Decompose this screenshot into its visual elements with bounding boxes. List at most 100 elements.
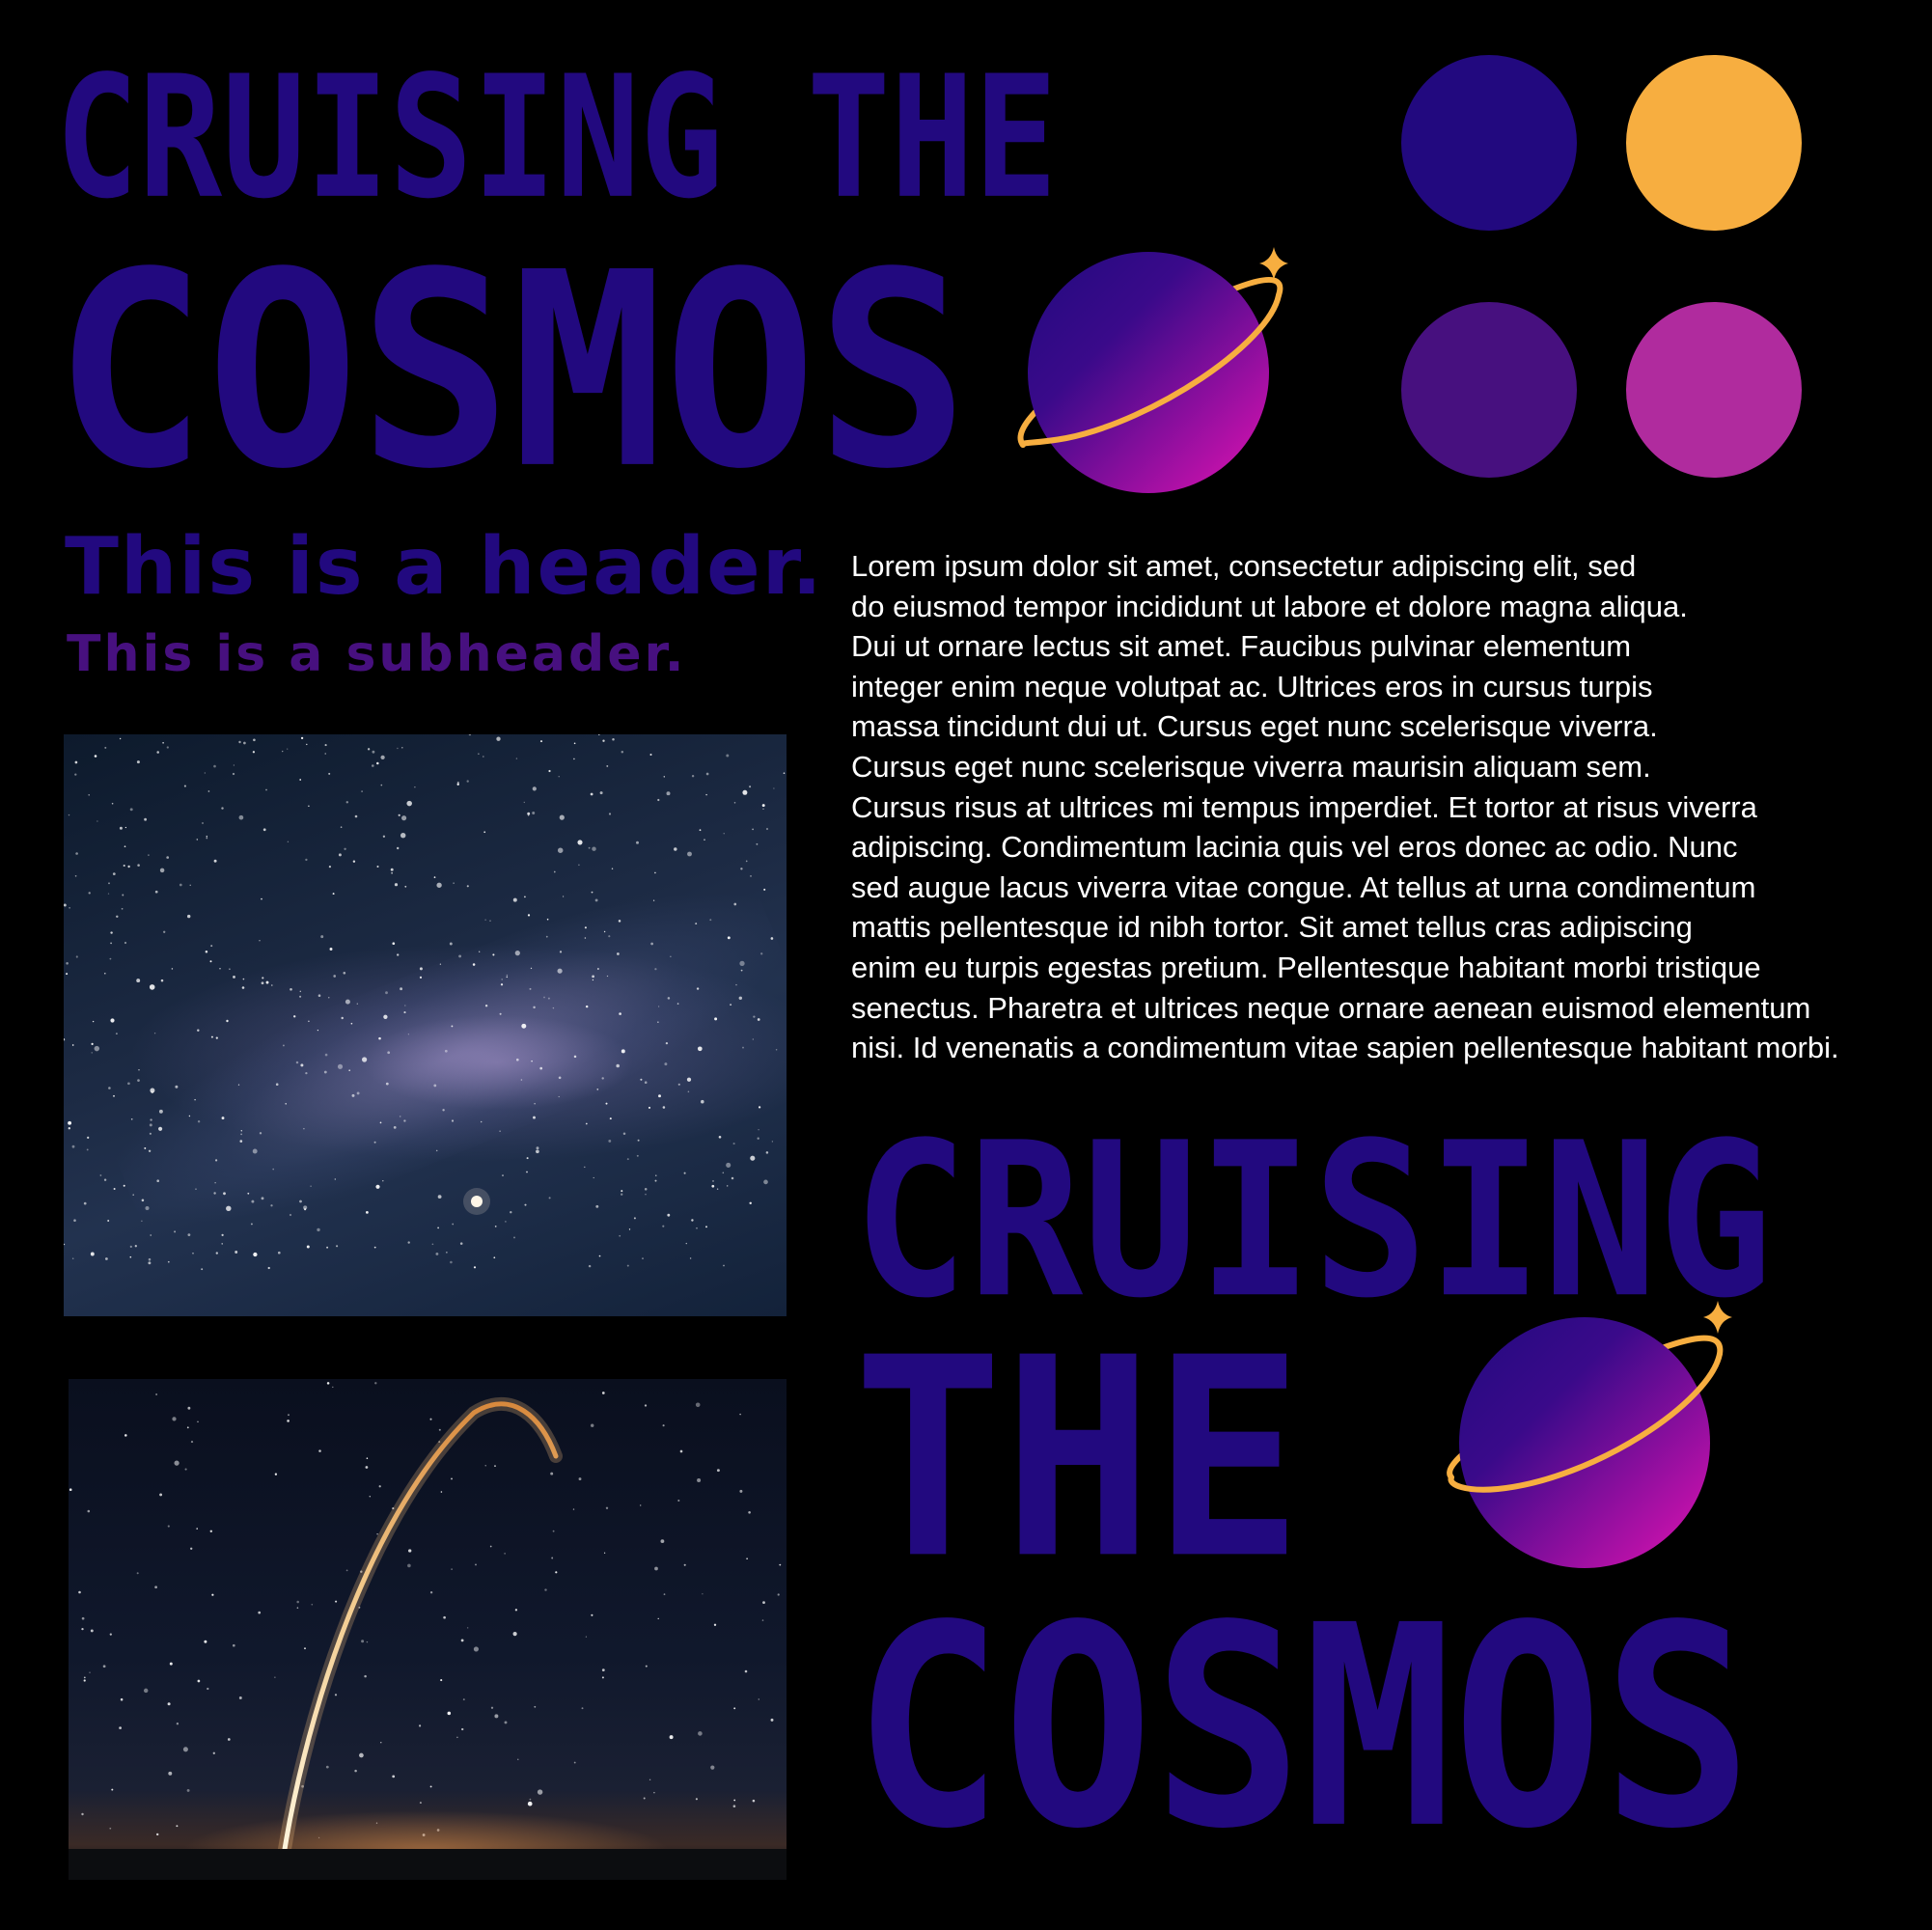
star <box>166 856 170 859</box>
star <box>663 1593 666 1595</box>
star <box>87 1509 91 1513</box>
star <box>64 903 67 907</box>
star <box>527 914 531 917</box>
star <box>657 798 660 802</box>
star <box>320 935 324 939</box>
star <box>158 1109 163 1114</box>
star <box>686 1077 692 1082</box>
star <box>115 1033 118 1035</box>
star <box>745 860 748 863</box>
star <box>238 740 241 744</box>
star <box>73 1219 76 1222</box>
star <box>261 897 262 900</box>
star <box>458 954 462 958</box>
star <box>435 1252 439 1255</box>
star <box>214 1182 216 1184</box>
star <box>440 1679 443 1682</box>
star <box>705 793 707 796</box>
star <box>602 739 605 742</box>
logo-wordmark-line1: CRUISING THE <box>55 39 1058 236</box>
star <box>524 896 526 898</box>
star <box>726 1162 731 1168</box>
star <box>588 846 591 849</box>
star <box>366 1211 369 1214</box>
star <box>66 973 69 976</box>
star <box>596 1089 599 1090</box>
star <box>367 748 371 751</box>
star <box>655 1174 657 1176</box>
star <box>308 1020 310 1023</box>
star <box>771 1141 774 1143</box>
star <box>505 1221 507 1223</box>
star <box>662 1424 665 1427</box>
star <box>585 1005 589 1008</box>
star <box>89 1671 91 1673</box>
star <box>259 940 261 942</box>
star <box>258 1611 262 1614</box>
star <box>642 1257 644 1259</box>
star <box>317 1227 320 1232</box>
star <box>446 1252 448 1254</box>
star <box>750 875 752 877</box>
star <box>665 1041 669 1045</box>
star <box>723 1264 725 1267</box>
star <box>496 736 501 741</box>
star <box>606 764 609 767</box>
star <box>763 1179 768 1185</box>
star <box>306 1245 310 1249</box>
star <box>275 1083 279 1086</box>
star <box>69 1488 72 1492</box>
star <box>473 1646 479 1652</box>
star <box>520 1079 523 1081</box>
star <box>551 1557 554 1559</box>
star <box>295 1061 299 1064</box>
star <box>716 1188 719 1190</box>
star <box>480 1120 483 1123</box>
star <box>348 1069 351 1072</box>
star <box>179 883 182 887</box>
star <box>361 790 363 792</box>
body-line: integer enim neque volutpat ac. Ultrices… <box>851 669 1653 703</box>
star <box>456 1736 458 1739</box>
star <box>397 846 400 850</box>
star <box>687 1090 690 1093</box>
star <box>558 776 560 778</box>
star <box>750 1155 756 1161</box>
star <box>433 876 436 878</box>
star <box>392 942 396 946</box>
star <box>262 828 266 832</box>
star <box>467 1627 469 1629</box>
star <box>345 1569 348 1572</box>
star <box>186 1426 189 1429</box>
star <box>74 773 77 776</box>
star <box>318 1449 321 1452</box>
star <box>153 1033 156 1034</box>
star <box>691 1219 694 1222</box>
body-line: Lorem ipsum dolor sit amet, consectetur … <box>851 549 1637 583</box>
star <box>536 1146 539 1150</box>
star <box>490 1706 494 1709</box>
star <box>494 1226 497 1227</box>
body-line: nisi. Id venenatis a condimentum vitae s… <box>851 1031 1839 1065</box>
star <box>532 786 537 791</box>
star <box>143 1688 149 1694</box>
star <box>137 1079 140 1082</box>
logo-wordmark-line2: COSMOS <box>54 215 969 529</box>
star <box>253 738 256 742</box>
star <box>108 882 110 885</box>
star <box>274 1676 276 1678</box>
star <box>581 1707 584 1710</box>
star <box>308 805 310 808</box>
star <box>88 892 91 895</box>
star <box>670 955 672 957</box>
star <box>640 1504 642 1506</box>
star <box>71 1257 74 1259</box>
star <box>272 1168 275 1171</box>
star <box>190 1441 194 1444</box>
star <box>558 1095 560 1098</box>
star <box>206 835 208 838</box>
launch-trail <box>276 1396 563 1868</box>
star <box>757 1137 759 1140</box>
star <box>324 1053 328 1057</box>
star <box>343 971 346 975</box>
